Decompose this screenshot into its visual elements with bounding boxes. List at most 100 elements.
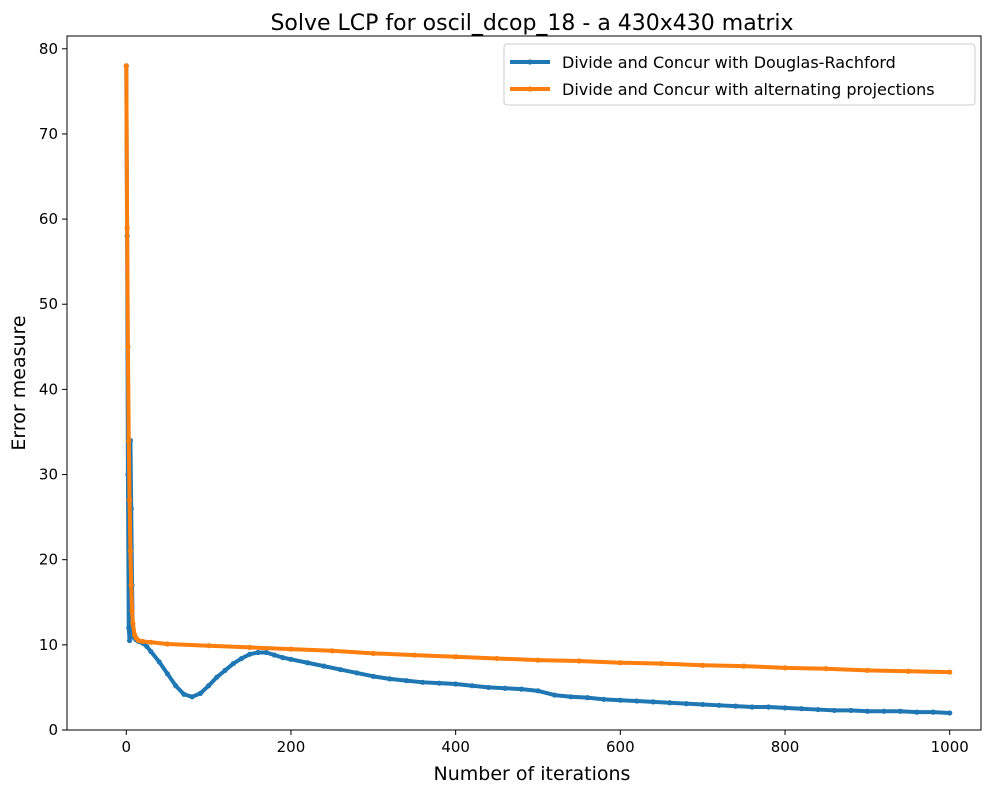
series-layer bbox=[123, 63, 953, 716]
x-tick-label: 0 bbox=[122, 738, 132, 756]
data-point bbox=[551, 692, 558, 698]
data-point bbox=[125, 344, 131, 350]
data-point bbox=[148, 649, 154, 655]
series-1 bbox=[123, 63, 953, 716]
data-point bbox=[782, 665, 788, 671]
data-point bbox=[420, 679, 426, 685]
data-point bbox=[387, 676, 393, 682]
data-point bbox=[181, 691, 187, 697]
data-point bbox=[329, 648, 335, 654]
legend-box bbox=[503, 43, 976, 106]
data-point bbox=[947, 710, 953, 716]
data-point bbox=[128, 582, 134, 588]
data-point bbox=[197, 690, 203, 696]
data-point bbox=[189, 694, 195, 700]
data-point bbox=[126, 437, 132, 444]
y-tick-label: 80 bbox=[39, 40, 58, 58]
legend-marker bbox=[527, 59, 533, 65]
data-point bbox=[321, 663, 327, 669]
data-point bbox=[370, 650, 376, 656]
y-tick-label: 50 bbox=[39, 295, 58, 313]
data-point bbox=[733, 703, 739, 709]
y-tick-label: 30 bbox=[39, 466, 58, 484]
data-point bbox=[634, 698, 640, 704]
data-point bbox=[617, 660, 623, 666]
data-point bbox=[881, 708, 887, 714]
data-point bbox=[222, 667, 228, 673]
data-point bbox=[535, 688, 541, 694]
data-point bbox=[453, 654, 459, 660]
data-point bbox=[247, 644, 253, 651]
data-point bbox=[127, 548, 134, 554]
data-point bbox=[601, 696, 607, 702]
data-point bbox=[700, 662, 706, 668]
data-point bbox=[897, 708, 903, 714]
legend-label: Divide and Concur with alternating proje… bbox=[562, 80, 935, 99]
data-point bbox=[173, 683, 179, 689]
x-tick-label: 600 bbox=[606, 738, 635, 756]
data-point bbox=[255, 649, 261, 656]
data-point bbox=[667, 700, 673, 706]
data-point bbox=[485, 684, 492, 691]
x-tick-label: 200 bbox=[277, 738, 306, 756]
data-point bbox=[136, 637, 142, 644]
y-axis-label: Error measure bbox=[8, 315, 30, 450]
data-point bbox=[930, 709, 936, 715]
data-point bbox=[126, 625, 132, 631]
plot-frame bbox=[66, 35, 982, 731]
data-point bbox=[650, 699, 656, 705]
data-point bbox=[658, 660, 665, 667]
data-point bbox=[304, 660, 311, 666]
data-point bbox=[337, 666, 343, 673]
x-tick-label: 1000 bbox=[931, 738, 969, 756]
data-point bbox=[129, 608, 135, 614]
data-point bbox=[263, 649, 269, 656]
data-point bbox=[469, 683, 475, 689]
data-point bbox=[716, 702, 722, 708]
data-point bbox=[741, 663, 747, 669]
legend-item: Divide and Concur with alternating proje… bbox=[510, 80, 935, 99]
legend-item: Divide and Concur with Douglas-Rachford bbox=[510, 53, 896, 72]
y-tick-label: 10 bbox=[39, 636, 58, 654]
y-tick-label: 60 bbox=[39, 210, 58, 228]
series-line bbox=[124, 63, 952, 715]
data-point bbox=[453, 681, 459, 687]
data-point bbox=[584, 695, 591, 701]
data-point bbox=[905, 668, 912, 674]
data-point bbox=[354, 670, 360, 676]
data-point bbox=[123, 63, 129, 69]
data-point bbox=[124, 224, 130, 231]
data-point bbox=[164, 671, 171, 677]
x-tick-label: 800 bbox=[771, 738, 800, 756]
x-tick-label: 400 bbox=[441, 738, 470, 756]
data-point bbox=[782, 705, 788, 711]
data-point bbox=[214, 674, 220, 680]
data-point bbox=[126, 637, 133, 644]
data-point bbox=[815, 706, 821, 713]
data-point bbox=[864, 708, 870, 714]
data-point bbox=[436, 680, 442, 686]
y-tick-label: 20 bbox=[39, 551, 58, 569]
chart-title: Solve LCP for oscil_dcop_18 - a 430x430 … bbox=[270, 11, 793, 36]
data-point bbox=[518, 686, 525, 692]
data-point bbox=[831, 707, 838, 714]
data-point bbox=[823, 666, 829, 672]
data-point bbox=[280, 655, 286, 661]
data-point bbox=[206, 683, 212, 689]
data-point bbox=[568, 694, 574, 700]
data-point bbox=[288, 646, 294, 652]
data-point bbox=[130, 620, 136, 627]
data-point bbox=[848, 707, 854, 714]
data-point bbox=[914, 709, 920, 715]
data-point bbox=[947, 669, 953, 675]
data-point bbox=[230, 660, 236, 667]
y-tick-label: 0 bbox=[48, 721, 58, 739]
data-point bbox=[798, 706, 805, 712]
data-point bbox=[617, 697, 623, 703]
data-point bbox=[494, 655, 500, 662]
data-point bbox=[247, 651, 253, 657]
legend: Divide and Concur with Douglas-Rachford D… bbox=[503, 43, 976, 106]
y-tick-label: 70 bbox=[39, 125, 58, 143]
data-point bbox=[864, 667, 870, 673]
